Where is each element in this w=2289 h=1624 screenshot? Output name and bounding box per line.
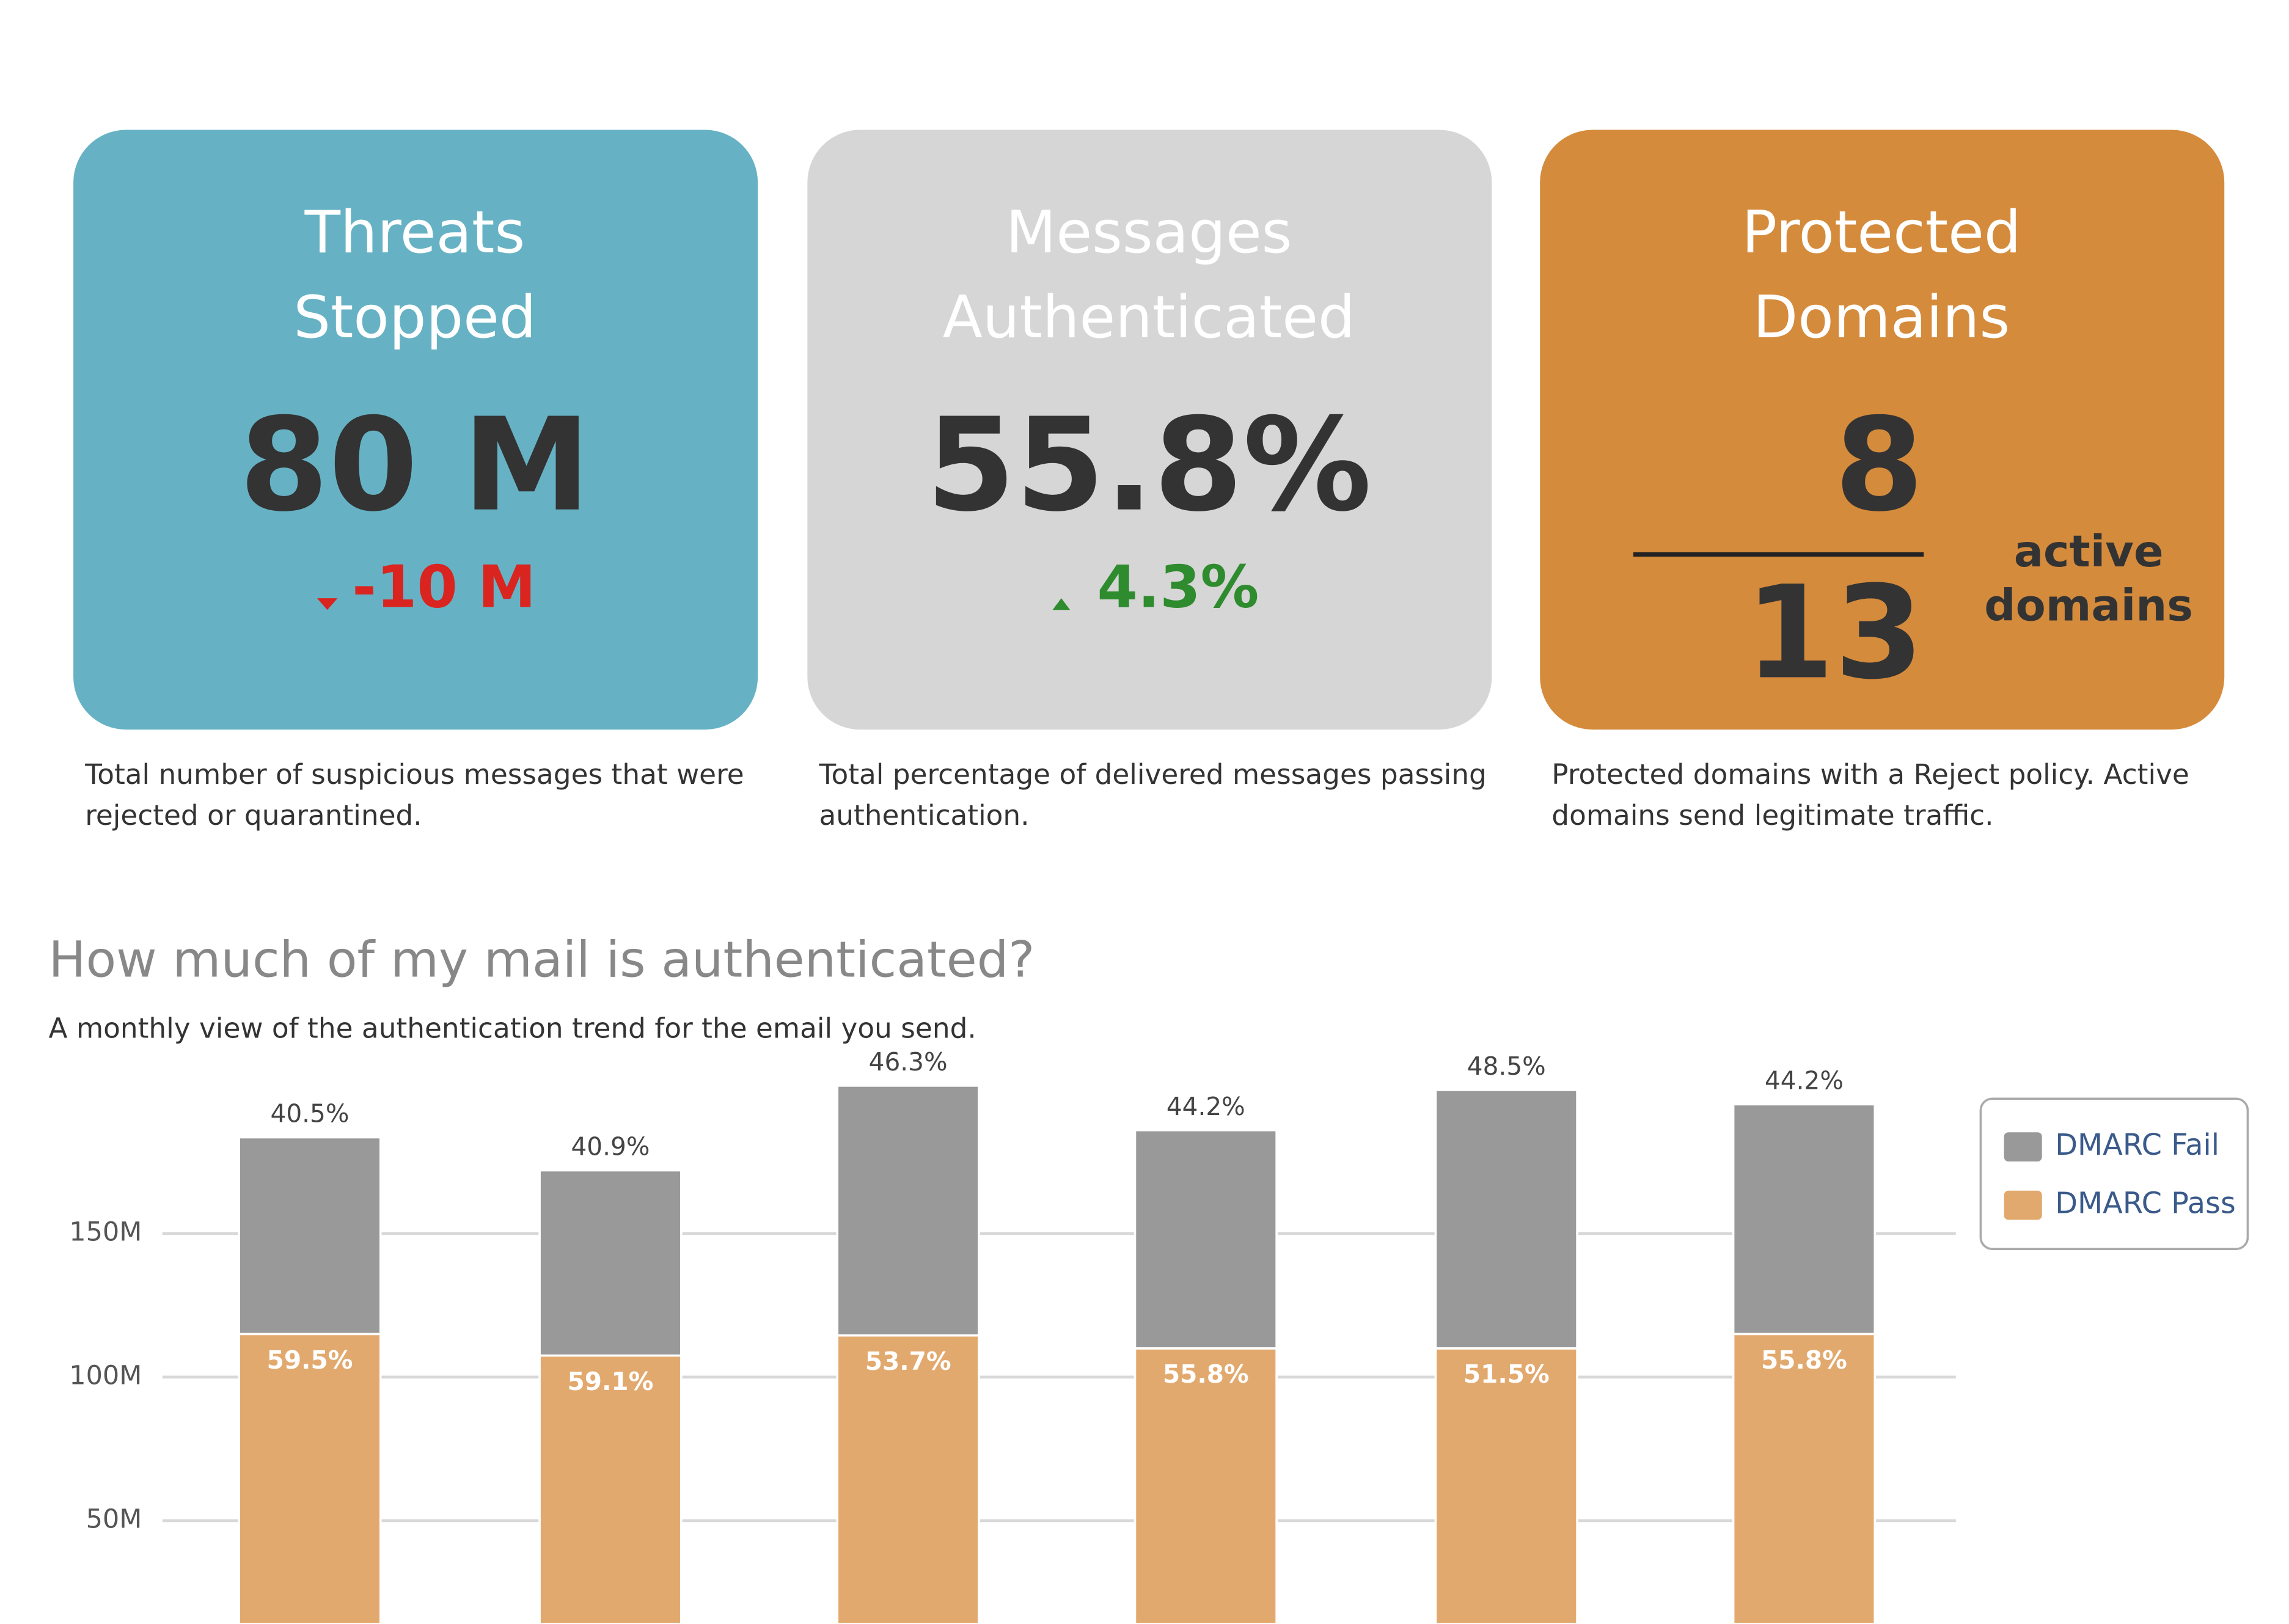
card-value: 55.8% [926, 390, 1372, 540]
bar-segment [1434, 1347, 1578, 1624]
card-description: authentication. [819, 799, 1029, 832]
legend-label: DMARC Fail [2055, 1128, 2219, 1162]
card-description: Total number of suspicious messages that… [84, 758, 744, 791]
bar-segment [1134, 1128, 1278, 1350]
bar-segment [238, 1136, 382, 1336]
unit-label: domains [1984, 580, 2193, 631]
bar-label: 51.5% [1463, 1359, 1550, 1389]
kpi-card [1540, 130, 2225, 730]
bar-segment [1434, 1089, 1578, 1350]
bar-label: 53.7% [865, 1347, 951, 1376]
kpi-card [807, 130, 1492, 730]
bar-label: 48.5% [1467, 1052, 1546, 1081]
card-description: Total percentage of delivered messages p… [818, 758, 1486, 791]
legend-box [1979, 1097, 2249, 1251]
bar-segment [1134, 1347, 1278, 1624]
bar-segment [538, 1169, 683, 1357]
down-arrow [317, 598, 338, 610]
bar-segment [836, 1334, 980, 1624]
denominator: 13 [1745, 558, 1924, 708]
numerator: 8 [1834, 390, 1924, 540]
bar-label: 40.5% [271, 1099, 350, 1128]
card-title: Messages [1006, 198, 1292, 266]
bar-segment [1732, 1333, 1877, 1624]
card-title: Threats [304, 198, 526, 266]
y-tick-label: 150M [69, 1216, 142, 1247]
bar-segment [238, 1333, 382, 1624]
unit-label: active [2014, 526, 2164, 577]
chart-subtitle: A monthly view of the authentication tre… [49, 1012, 976, 1045]
bar-label: 44.2% [1166, 1092, 1245, 1121]
legend-label: DMARC Pass [2055, 1187, 2236, 1221]
bar-label: 59.1% [568, 1367, 654, 1396]
bar-label: 44.2% [1765, 1066, 1844, 1095]
card-title: Authenticated [943, 283, 1355, 351]
bar-segment [836, 1084, 980, 1337]
card-title: Protected [1741, 198, 2021, 266]
bar-segment [538, 1354, 683, 1624]
bar-segment [1732, 1103, 1877, 1336]
bar-label: 59.5% [267, 1345, 353, 1375]
y-tick-label: 100M [69, 1360, 142, 1391]
kpi-card [73, 130, 758, 730]
bar-label: 55.8% [1163, 1359, 1249, 1389]
legend-swatch [2004, 1132, 2042, 1161]
card-title: Stopped [293, 283, 536, 351]
card-change: -10 M [352, 553, 536, 621]
bar-label: 40.9% [571, 1132, 650, 1161]
bar-label: 46.3% [869, 1047, 948, 1077]
card-change: 4.3% [1097, 553, 1259, 621]
legend-swatch [2004, 1190, 2042, 1220]
card-title: Domains [1753, 283, 2010, 351]
chart-title: How much of my mail is authenticated? [49, 932, 1035, 989]
card-description: rejected or quarantined. [85, 799, 422, 832]
card-value: 80 M [240, 390, 591, 540]
up-arrow [1052, 598, 1071, 610]
card-description: Protected domains with a Reject policy. … [1551, 758, 2189, 791]
card-description: domains send legitimate traffic. [1551, 799, 1993, 832]
bar-label: 55.8% [1761, 1345, 1847, 1375]
y-tick-label: 50M [86, 1504, 142, 1534]
